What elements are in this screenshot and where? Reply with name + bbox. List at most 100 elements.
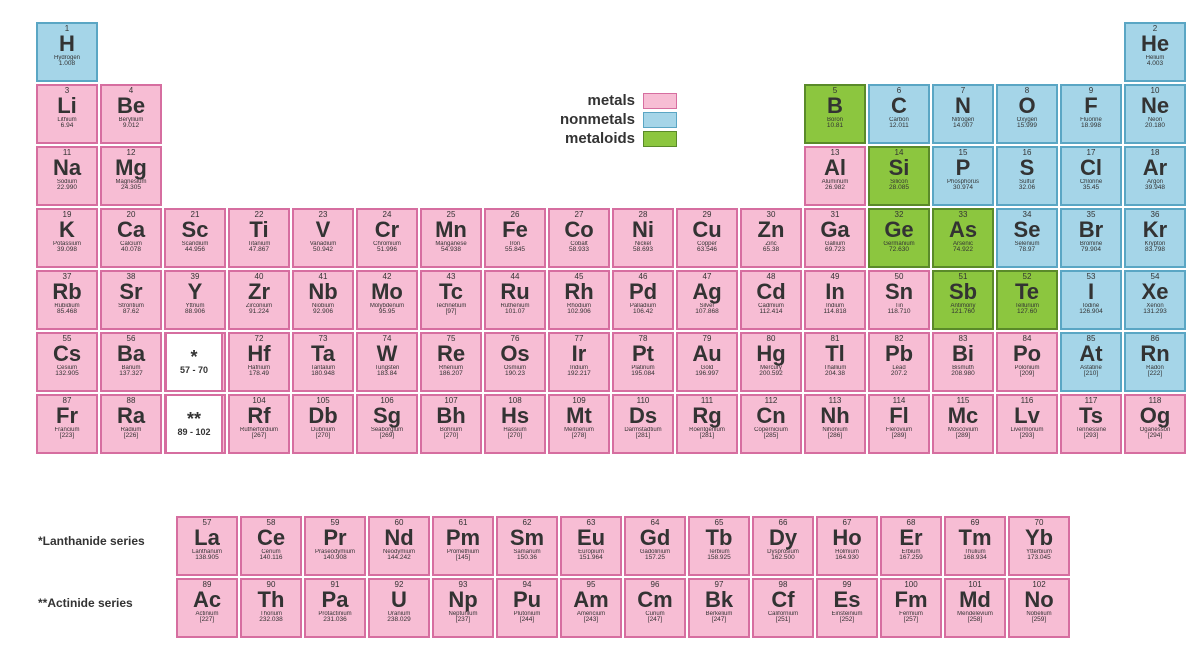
element-Y: 39YYttrium88.906 bbox=[164, 270, 226, 330]
atomic-mass: 144.242 bbox=[370, 555, 428, 562]
atomic-mass: 157.25 bbox=[626, 555, 684, 562]
element-symbol: Ar bbox=[1126, 157, 1184, 179]
element-Zr: 40ZrZirconium91.224 bbox=[228, 270, 290, 330]
atomic-mass: [267] bbox=[230, 433, 288, 440]
element-Po: 84PoPolonium[209] bbox=[996, 332, 1058, 392]
atomic-mass: [293] bbox=[998, 433, 1056, 440]
element-symbol: Sc bbox=[166, 219, 224, 241]
element-La: 57LaLanthanum138.905 bbox=[176, 516, 238, 576]
legend-label: nonmetals bbox=[560, 111, 635, 128]
atomic-mass: 167.259 bbox=[882, 555, 940, 562]
atomic-mass: 58.933 bbox=[550, 247, 608, 254]
element-symbol: Ge bbox=[870, 219, 928, 241]
element-symbol: Cn bbox=[742, 405, 800, 427]
atomic-mass: 72.630 bbox=[870, 247, 928, 254]
element-symbol: Hg bbox=[742, 343, 800, 365]
placeholder-stars: * bbox=[190, 348, 197, 366]
element-symbol: Ta bbox=[294, 343, 352, 365]
element-symbol: Ac bbox=[178, 589, 236, 611]
element-symbol: Se bbox=[998, 219, 1056, 241]
element-Eu: 63EuEuropium151.964 bbox=[560, 516, 622, 576]
atomic-mass: [289] bbox=[870, 433, 928, 440]
atomic-mass: 10.81 bbox=[806, 123, 864, 130]
atomic-mass: [278] bbox=[550, 433, 608, 440]
atomic-mass: 195.084 bbox=[614, 371, 672, 378]
element-Tb: 65TbTerbium158.925 bbox=[688, 516, 750, 576]
atomic-mass: 30.974 bbox=[934, 185, 992, 192]
element-Ac: 89AcActinium[227] bbox=[176, 578, 238, 638]
actinide-series-label: **Actinide series bbox=[38, 596, 133, 610]
atomic-mass: 95.95 bbox=[358, 309, 416, 316]
atomic-mass: 168.934 bbox=[946, 555, 1004, 562]
atomic-mass: 164.930 bbox=[818, 555, 876, 562]
legend-label: metaloids bbox=[565, 130, 635, 147]
element-symbol: Bi bbox=[934, 343, 992, 365]
element-symbol: Sr bbox=[102, 281, 160, 303]
element-Cu: 29CuCopper63.546 bbox=[676, 208, 738, 268]
atomic-mass: [243] bbox=[562, 617, 620, 624]
element-symbol: Ho bbox=[818, 527, 876, 549]
element-No: 102NoNobelium[259] bbox=[1008, 578, 1070, 638]
atomic-mass: 114.818 bbox=[806, 309, 864, 316]
atomic-mass: 50.942 bbox=[294, 247, 352, 254]
element-symbol: Y bbox=[166, 281, 224, 303]
atomic-mass: 101.07 bbox=[486, 309, 544, 316]
atomic-mass: [270] bbox=[486, 433, 544, 440]
atomic-mass: [97] bbox=[422, 309, 480, 316]
element-symbol: Pu bbox=[498, 589, 556, 611]
element-symbol: Te bbox=[998, 281, 1056, 303]
element-Rg: 111RgRoentgenium[281] bbox=[676, 394, 738, 454]
atomic-mass: 107.868 bbox=[678, 309, 736, 316]
legend-item-nonmetal: nonmetals bbox=[560, 111, 677, 128]
element-symbol: In bbox=[806, 281, 864, 303]
element-symbol: Rn bbox=[1126, 343, 1184, 365]
element-symbol: Og bbox=[1126, 405, 1184, 427]
element-K: 19KPotassium39.098 bbox=[36, 208, 98, 268]
element-symbol: Lv bbox=[998, 405, 1056, 427]
element-Th: 90ThThorium232.038 bbox=[240, 578, 302, 638]
element-Be: 4BeBeryllium9.012 bbox=[100, 84, 162, 144]
element-symbol: Ts bbox=[1062, 405, 1120, 427]
atomic-mass: 186.207 bbox=[422, 371, 480, 378]
element-Cf: 98CfCalifornium[251] bbox=[752, 578, 814, 638]
atomic-mass: 151.964 bbox=[562, 555, 620, 562]
element-symbol: Na bbox=[38, 157, 96, 179]
element-Zn: 30ZnZinc65.38 bbox=[740, 208, 802, 268]
element-F: 9FFluorine18.998 bbox=[1060, 84, 1122, 144]
element-Kr: 36KrKrypton83.798 bbox=[1124, 208, 1186, 268]
element-symbol: Mg bbox=[102, 157, 160, 179]
atomic-mass: 192.217 bbox=[550, 371, 608, 378]
element-symbol: Hs bbox=[486, 405, 544, 427]
element-symbol: Ir bbox=[550, 343, 608, 365]
atomic-mass: 15.999 bbox=[998, 123, 1056, 130]
element-symbol: Mn bbox=[422, 219, 480, 241]
atomic-mass: [223] bbox=[38, 433, 96, 440]
atomic-mass: 85.468 bbox=[38, 309, 96, 316]
element-symbol: Au bbox=[678, 343, 736, 365]
element-Dy: 66DyDysprosium162.500 bbox=[752, 516, 814, 576]
element-symbol: Pb bbox=[870, 343, 928, 365]
element-Sn: 50SnTin118.710 bbox=[868, 270, 930, 330]
atomic-mass: 1.008 bbox=[38, 61, 96, 68]
atomic-mass: 126.904 bbox=[1062, 309, 1120, 316]
element-symbol: Fr bbox=[38, 405, 96, 427]
atomic-mass: 231.036 bbox=[306, 617, 364, 624]
atomic-mass: [251] bbox=[754, 617, 812, 624]
element-symbol: Nb bbox=[294, 281, 352, 303]
atomic-mass: 127.60 bbox=[998, 309, 1056, 316]
atomic-mass: 63.546 bbox=[678, 247, 736, 254]
element-He: 2HeHelium4.003 bbox=[1124, 22, 1186, 82]
element-symbol: No bbox=[1010, 589, 1068, 611]
element-Tm: 69TmThulium168.934 bbox=[944, 516, 1006, 576]
atomic-mass: 6.94 bbox=[38, 123, 96, 130]
atomic-mass: 207.2 bbox=[870, 371, 928, 378]
atomic-mass: [270] bbox=[294, 433, 352, 440]
atomic-mass: 18.998 bbox=[1062, 123, 1120, 130]
atomic-mass: 238.029 bbox=[370, 617, 428, 624]
element-S: 16SSulfur32.06 bbox=[996, 146, 1058, 206]
element-Co: 27CoCobalt58.933 bbox=[548, 208, 610, 268]
legend-item-metal: metals bbox=[560, 92, 677, 109]
element-Bk: 97BkBerkelium[247] bbox=[688, 578, 750, 638]
atomic-mass: 88.906 bbox=[166, 309, 224, 316]
atomic-mass: 79.904 bbox=[1062, 247, 1120, 254]
